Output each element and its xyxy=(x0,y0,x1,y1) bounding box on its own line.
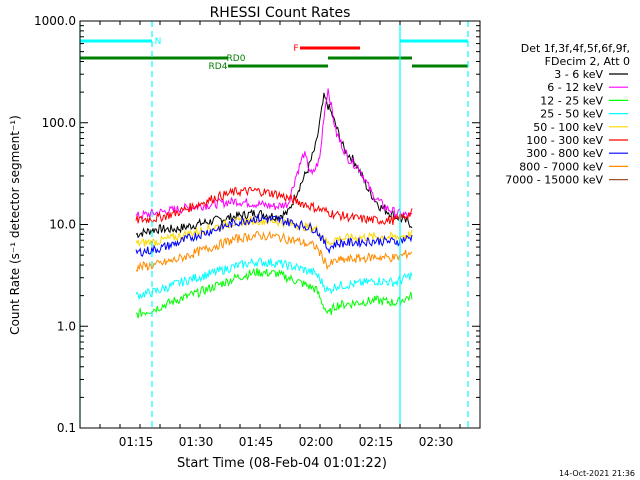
annotation-label-rd4: RD4 xyxy=(209,62,228,72)
series-line-6 xyxy=(135,186,413,226)
legend-label: 800 - 7000 keV xyxy=(519,160,603,173)
legend: Det 1f,3f,4f,5f,6f,9f, FDecim 2, Att 0 3… xyxy=(505,42,630,187)
legend-label: 7000 - 15000 keV xyxy=(505,174,603,187)
x-tick-label: 02:30 xyxy=(419,435,454,449)
y-tick-label: 10.0 xyxy=(49,218,76,232)
legend-header-line-2: FDecim 2, Att 0 xyxy=(545,55,630,68)
x-tick-label: 02:15 xyxy=(359,435,394,449)
x-axis: 01:15 01:30 01:45 02:00 02:15 02:30 xyxy=(79,21,481,449)
legend-label: 6 - 12 keV xyxy=(547,81,603,94)
x-tick-label: 01:30 xyxy=(179,435,214,449)
plot-frame xyxy=(79,20,481,429)
legend-label: 50 - 100 keV xyxy=(533,121,603,134)
y-tick-label: 0.1 xyxy=(57,421,76,435)
y-tick-label: 1000.0 xyxy=(34,14,76,28)
y-tick-label: 100.0 xyxy=(42,116,76,130)
y-axis: 0.1 1.0 10.0 100.0 1000.0 xyxy=(34,14,480,435)
y-axis-label: Count Rate (s⁻¹ detector segment⁻¹) xyxy=(8,115,22,335)
series-line-8 xyxy=(135,230,413,273)
x-tick-label: 01:45 xyxy=(239,435,274,449)
series-line-7 xyxy=(135,214,413,257)
x-axis-label: Start Time (08-Feb-04 01:01:22) xyxy=(177,456,387,471)
x-tick-label: 02:00 xyxy=(299,435,334,449)
footer-timestamp: 14-Oct-2021 21:36 xyxy=(559,469,635,478)
legend-label: 3 - 6 keV xyxy=(554,68,603,81)
series-line-4 xyxy=(135,257,413,300)
x-tick-label: 01:15 xyxy=(119,435,154,449)
chart-title: RHESSI Count Rates xyxy=(210,5,351,21)
series-layer xyxy=(135,88,413,319)
legend-label: 100 - 300 keV xyxy=(526,134,603,147)
y-tick-label: 1.0 xyxy=(57,319,76,333)
legend-label: 300 - 800 keV xyxy=(526,147,603,160)
series-line-2 xyxy=(135,88,413,220)
legend-header-line-1: Det 1f,3f,4f,5f,6f,9f, xyxy=(521,42,630,55)
series-line-1 xyxy=(135,92,413,239)
annotation-label-n: N xyxy=(155,37,162,47)
legend-label: 25 - 50 keV xyxy=(540,108,603,121)
annotation-label-rd0: RD0 xyxy=(227,54,246,64)
series-line-3 xyxy=(135,267,413,319)
legend-label: 12 - 25 keV xyxy=(540,94,603,107)
annotation-label-f: F xyxy=(293,44,298,54)
